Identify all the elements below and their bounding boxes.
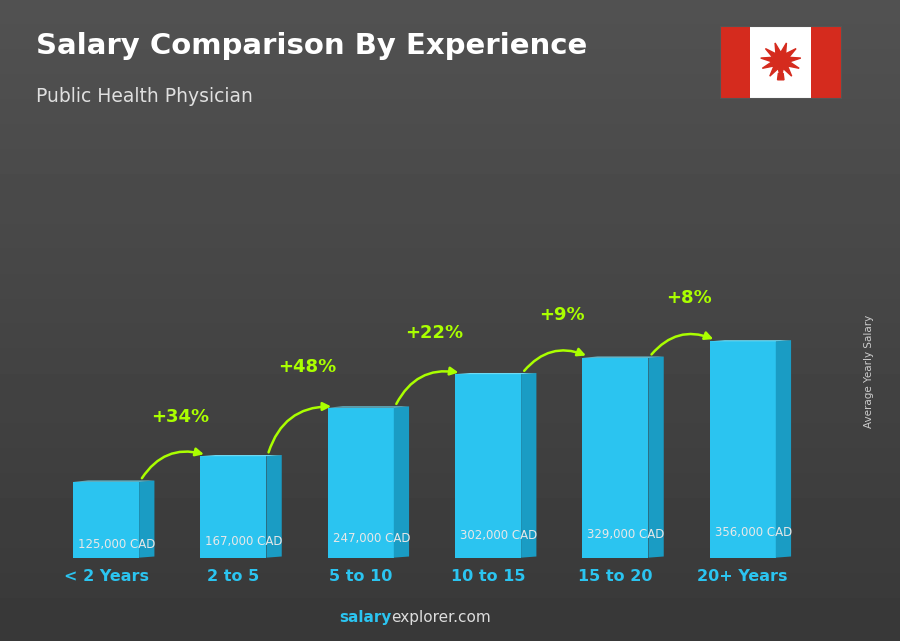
Text: 247,000 CAD: 247,000 CAD [333,531,410,545]
Polygon shape [394,406,410,558]
Text: +34%: +34% [151,408,209,426]
Text: +22%: +22% [406,324,464,342]
Text: 125,000 CAD: 125,000 CAD [78,538,156,551]
Bar [751,26,811,99]
Bar [328,408,394,558]
Polygon shape [140,481,155,558]
Bar [720,26,751,99]
Text: 302,000 CAD: 302,000 CAD [460,529,537,542]
Text: explorer.com: explorer.com [392,610,491,625]
Text: +9%: +9% [539,306,585,324]
Polygon shape [454,373,536,374]
Polygon shape [709,340,791,341]
Bar [709,341,776,558]
Bar [454,374,521,558]
Text: +8%: +8% [666,288,712,306]
Bar [201,456,266,558]
Polygon shape [266,455,282,558]
Text: Average Yearly Salary: Average Yearly Salary [863,315,874,428]
Polygon shape [201,455,282,456]
Polygon shape [760,43,801,79]
Polygon shape [328,406,410,408]
Polygon shape [649,356,663,558]
Bar [582,358,649,558]
Polygon shape [582,356,663,358]
Polygon shape [521,373,536,558]
Polygon shape [778,74,784,80]
Bar [811,26,842,99]
Text: 356,000 CAD: 356,000 CAD [715,526,792,539]
Text: 329,000 CAD: 329,000 CAD [588,528,665,540]
Text: salary: salary [339,610,392,625]
Bar [73,481,140,558]
Text: 167,000 CAD: 167,000 CAD [205,535,283,549]
Text: Salary Comparison By Experience: Salary Comparison By Experience [36,32,587,60]
Text: +48%: +48% [278,358,337,376]
Text: Public Health Physician: Public Health Physician [36,87,253,106]
Polygon shape [776,340,791,558]
